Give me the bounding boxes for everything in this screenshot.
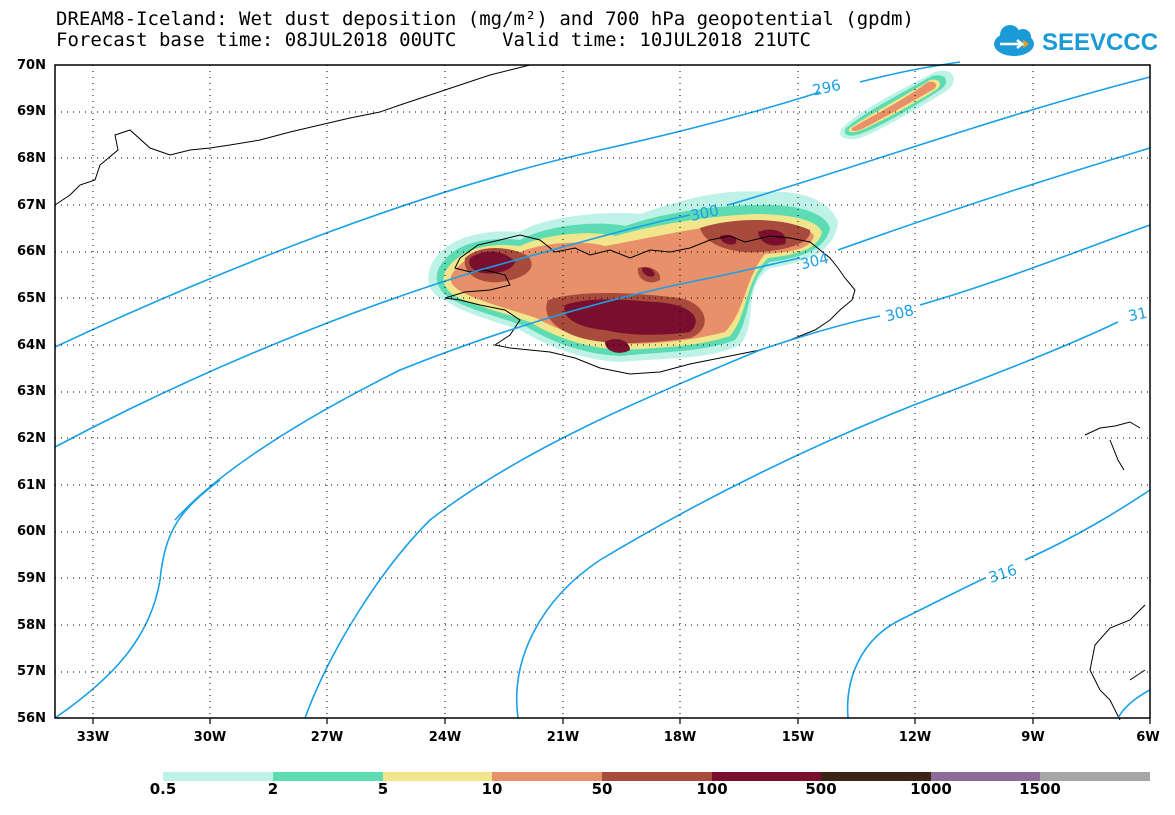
lat-label: 62N: [17, 431, 46, 446]
legend-swatch-4: [602, 772, 712, 781]
legend-label: 2: [267, 780, 279, 798]
contour-label-296: 296: [811, 76, 843, 100]
lon-label: 24W: [428, 730, 462, 745]
graticule: [55, 65, 1150, 718]
map-frame: [54, 64, 1151, 719]
legend-swatch-5: [712, 772, 821, 781]
lon-label: 27W: [310, 730, 344, 745]
seevccc-logo: SEEVCCC: [994, 25, 1158, 56]
lon-label: 33W: [76, 730, 110, 745]
geopotential-contours: [54, 61, 1151, 719]
contour-300: [54, 76, 1151, 448]
coastline-norway: [1084, 421, 1141, 471]
dust-deposition-field: [428, 70, 954, 362]
contour-316: [846, 489, 1151, 719]
legend-swatch-3: [492, 772, 602, 781]
legend-label: 1000: [910, 780, 952, 798]
contour-label-31: 31: [1126, 304, 1148, 326]
contour-labels: 296 300 304 308 31 316: [689, 76, 1149, 587]
lat-label: 57N: [17, 664, 46, 679]
legend-colorbar: [163, 772, 1150, 781]
lat-label: 58N: [17, 618, 46, 633]
contour-320: [54, 479, 1151, 719]
lat-label: 69N: [17, 104, 46, 119]
axis-ticks: [92, 718, 1151, 724]
contour-304: [174, 147, 1151, 521]
contour-label-308: 308: [884, 301, 916, 325]
lat-label: 70N: [17, 58, 46, 73]
legend-swatch-7: [931, 772, 1040, 781]
lat-label: 65N: [17, 291, 46, 306]
lon-label: 18W: [663, 730, 697, 745]
coastline-iceland: [444, 234, 856, 375]
lon-label: 12W: [898, 730, 932, 745]
lon-label: 9W: [1021, 730, 1045, 745]
lon-label: 21W: [546, 730, 580, 745]
legend-swatch-2: [383, 772, 492, 781]
lat-label: 56N: [17, 711, 46, 726]
legend-label: 10: [481, 780, 503, 798]
title-line-1: DREAM8-Iceland: Wet dust deposition (mg/…: [56, 8, 914, 30]
title-line-2: Forecast base time: 08JUL2018 00UTC Vali…: [56, 29, 811, 51]
coastline-scotland: [1089, 604, 1146, 721]
contour-31x: [516, 321, 1119, 719]
contour-296: [54, 61, 961, 348]
logo-text: SEEVCCC: [1042, 29, 1158, 56]
legend-label: 100: [696, 780, 728, 798]
legend-label: 0.5: [149, 780, 177, 798]
contour-label-300: 300: [689, 201, 721, 225]
lat-label: 59N: [17, 571, 46, 586]
cloud-icon: [994, 25, 1034, 56]
lon-label: 30W: [193, 730, 227, 745]
legend-label: 1500: [1019, 780, 1061, 798]
deposition-area-50: [464, 220, 811, 344]
deposition-area-100: [469, 229, 786, 353]
lon-label: 6W: [1136, 730, 1160, 745]
contour-308: [304, 224, 1151, 719]
legend-swatch-8: [1040, 772, 1150, 781]
deposition-area-ne-4: [851, 81, 937, 131]
legend-swatch-6: [821, 772, 931, 781]
legend-label: 500: [805, 780, 837, 798]
coastline-greenland: [54, 64, 531, 206]
coastlines: [54, 64, 1146, 721]
lat-label: 66N: [17, 244, 46, 259]
lat-label: 67N: [17, 198, 46, 213]
lat-label: 64N: [17, 338, 46, 353]
lat-label: 68N: [17, 151, 46, 166]
lat-label: 63N: [17, 384, 46, 399]
lon-label: 15W: [781, 730, 815, 745]
legend-label: 5: [377, 780, 389, 798]
legend-label: 50: [591, 780, 613, 798]
contour-label-316: 316: [986, 561, 1019, 587]
legend-swatch-0: [163, 772, 273, 781]
legend-swatch-1: [273, 772, 383, 781]
lat-label: 61N: [17, 478, 46, 493]
lat-label: 60N: [17, 524, 46, 539]
